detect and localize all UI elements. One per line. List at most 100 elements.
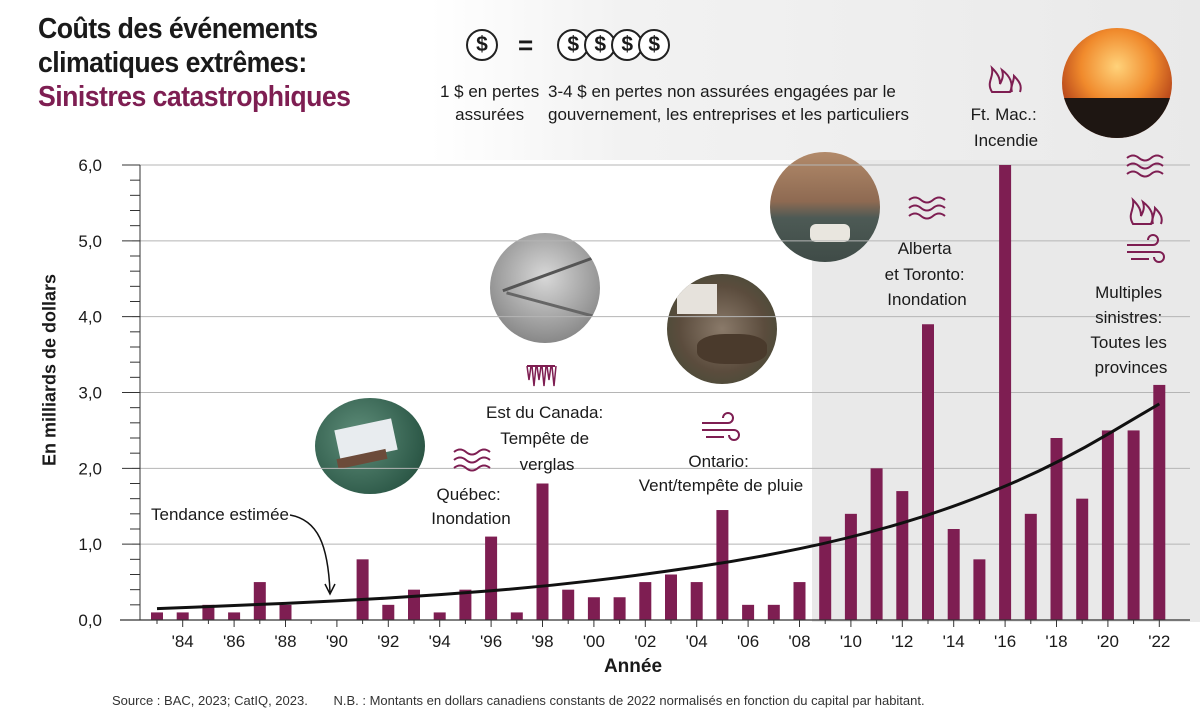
- trend-arrowhead: [324, 583, 336, 596]
- x-axis-title: Année: [603, 656, 663, 677]
- bar-1983: [151, 612, 163, 620]
- event-icons: [453, 64, 1165, 472]
- flame-outline: [1129, 196, 1154, 225]
- bar-2014: [947, 529, 960, 620]
- event-annotations: Québec: Inondation Est du Canada: Tempêt…: [151, 105, 1171, 596]
- bar-2015: [973, 559, 986, 620]
- wind-icon-ontario: [702, 412, 740, 441]
- x-tick-label: '14: [943, 632, 965, 651]
- fire-icon-multiple: [1129, 196, 1163, 225]
- y-tick-label: 5,0: [78, 232, 102, 251]
- title-line-2: climatiques extrêmes:: [38, 47, 307, 79]
- icicle: [536, 365, 542, 381]
- x-tick-label: '90: [326, 632, 348, 651]
- fire-icon-ftmac: [988, 64, 1022, 93]
- icicle: [546, 365, 552, 381]
- bar-1988: [279, 604, 292, 620]
- gridlines: [132, 164, 1190, 545]
- wave: [908, 204, 946, 212]
- flame-outline: [988, 64, 1013, 93]
- x-tick-label: '94: [429, 632, 451, 651]
- trend-label-arrow: [289, 514, 331, 593]
- bar-2013: [922, 324, 934, 620]
- x-tick-label: '12: [891, 632, 913, 651]
- annotation-ontario: Ontario: Vent/tempête de pluie: [639, 452, 803, 495]
- uninsured-loss-label: 3-4 $ en pertes non assurées engagées pa…: [548, 82, 909, 124]
- wildfire-photo: [1062, 28, 1172, 138]
- title-line-3: Sinistres catastrophiques: [38, 81, 351, 113]
- x-tick-label: '20: [1097, 632, 1119, 651]
- bar-2003: [665, 574, 677, 620]
- bar-1985: [202, 604, 215, 620]
- bar-1997: [510, 612, 523, 620]
- dollar-coin-icon: $: [611, 29, 644, 61]
- trend-label: Tendance estimée: [151, 505, 289, 524]
- annotation-est-canada: Est du Canada: Tempête de verglas: [486, 403, 608, 474]
- source-text: Source : BAC, 2023; CatIQ, 2023.: [112, 693, 308, 708]
- flood-house-photo: [315, 398, 425, 494]
- dollar-coin-icon: $: [466, 29, 498, 61]
- x-tick-label: '16: [994, 632, 1016, 651]
- wave: [908, 196, 946, 204]
- y-tick-label: 6,0: [78, 156, 102, 175]
- wave: [1126, 154, 1164, 162]
- x-tick-label: '88: [274, 632, 296, 651]
- chart-title: Coûts des événements climatiques extrême…: [38, 12, 351, 114]
- icicle: [541, 365, 547, 387]
- icicle: [551, 365, 557, 387]
- bar-2016: [999, 165, 1012, 620]
- bar-2005: [716, 510, 729, 620]
- bar-2008: [793, 582, 806, 620]
- bar-1998: [536, 483, 549, 620]
- x-tick-label: '22: [1148, 632, 1170, 651]
- bar-2002: [639, 582, 652, 620]
- ice-storm-photo: [490, 233, 600, 343]
- x-tick-label: '84: [172, 632, 194, 651]
- flame-outline: [1010, 73, 1022, 93]
- bar-2018: [1050, 438, 1063, 620]
- x-tick-label: '18: [1045, 632, 1067, 651]
- bar-2000: [587, 597, 600, 620]
- flood-icon-alberta: [908, 196, 946, 220]
- x-tick-label: '86: [223, 632, 245, 651]
- x-tick-label: '00: [583, 632, 605, 651]
- bar-2007: [767, 604, 780, 620]
- ice-storm-icon: [526, 365, 557, 387]
- dollar-coin-icon: $: [638, 29, 671, 61]
- x-tick-label: '08: [788, 632, 810, 651]
- bar-1999: [562, 589, 575, 620]
- y-axis-title: En milliards de dollars: [39, 273, 60, 467]
- flood-icon-quebec: [453, 448, 491, 472]
- flooded-street-photo: [770, 152, 880, 262]
- bar-2021: [1127, 430, 1140, 620]
- bar-1992: [382, 604, 395, 620]
- flood-icon-multiple: [1126, 154, 1164, 178]
- source-note: Source : BAC, 2023; CatIQ, 2023. N.B. : …: [112, 693, 925, 708]
- insured-loss-label: 1 $ en pertes assurées: [440, 82, 540, 124]
- bar-1987: [253, 582, 266, 620]
- bar-2019: [1076, 498, 1089, 620]
- x-tick-label: '04: [686, 632, 708, 651]
- annotation-alberta-toronto: Alberta et Toronto: Inondation: [885, 239, 970, 309]
- annotation-multiples: Multiples sinistres: Toutes les province…: [1090, 283, 1171, 377]
- cost-ratio-legend: $ = $ $ $ $: [466, 29, 671, 61]
- bar-1993: [408, 589, 420, 620]
- wave: [453, 464, 491, 472]
- bar-2012: [896, 491, 909, 620]
- wave: [908, 212, 946, 220]
- x-tick-label: '10: [840, 632, 862, 651]
- bar-2022: [1153, 384, 1166, 620]
- bar-2017: [1024, 513, 1037, 620]
- y-tick-label: 0,0: [78, 611, 102, 630]
- y-tick-label: 1,0: [78, 535, 102, 554]
- wind-stroke: [1127, 234, 1159, 246]
- x-tick-label: '06: [737, 632, 759, 651]
- x-tick-label: '98: [531, 632, 553, 651]
- annotation-ft-mac: Ft. Mac.: Incendie: [971, 105, 1042, 150]
- y-tick-label: 4,0: [78, 308, 102, 327]
- bar-2004: [690, 582, 703, 620]
- y-tick-label: 2,0: [78, 459, 102, 478]
- wave: [1126, 162, 1164, 170]
- wind-stroke: [702, 412, 734, 424]
